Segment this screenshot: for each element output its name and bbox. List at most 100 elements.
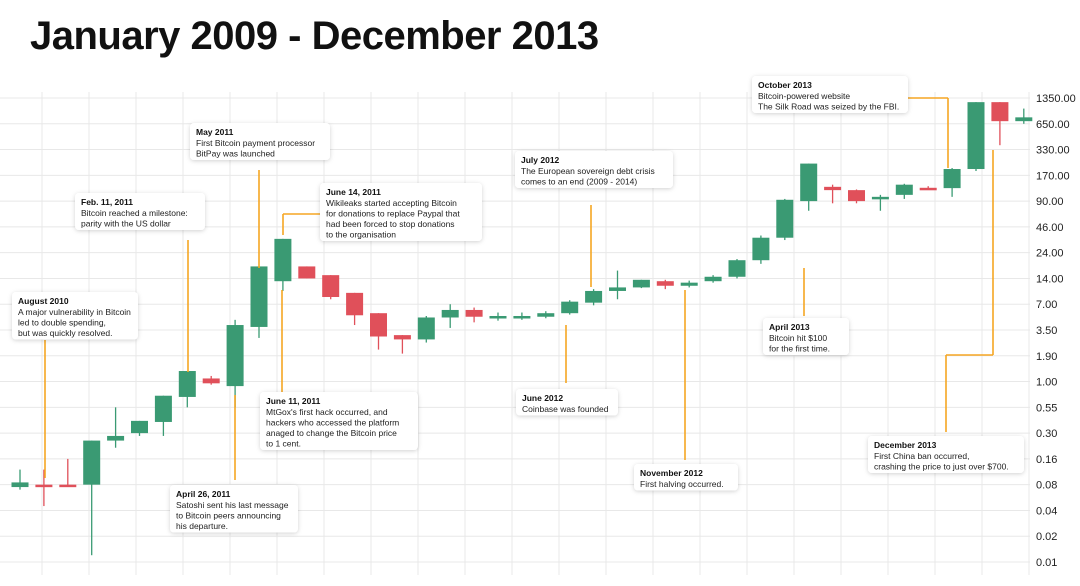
candle-body [848,190,865,202]
annotation-text: Wikileaks started accepting Bitcoin [326,198,457,208]
candle-body [656,281,674,286]
annotation-text: comes to an end (2009 - 2014) [521,177,637,187]
annotation-text: Bitcoin-powered website [758,91,850,101]
annotation-title: October 2013 [758,80,812,90]
candle-up [83,440,101,556]
candle-body [800,163,818,202]
annotation-text: Bitcoin hit $100 [769,333,827,343]
candle-down [393,335,411,354]
y-tick-label: 24.00 [1036,248,1064,260]
candle-body [967,102,985,170]
y-tick-label: 0.04 [1036,505,1057,517]
annotation-text: parity with the US dollar [81,219,171,229]
annotation-text: for the first time. [769,344,830,354]
annotation-box [12,292,138,340]
annotation-text: but was quickly resolved. [18,328,113,338]
candle-up [728,259,746,279]
candle-up [250,266,268,338]
y-tick-label: 7.00 [1036,299,1057,311]
candle-body [513,315,531,319]
candle-body [202,378,220,384]
candle-body [11,482,29,488]
annotation-title: April 2013 [769,322,810,332]
candle-down [824,184,842,204]
candle-body [561,301,579,314]
annotation-box [190,123,330,160]
annotation-text: A major vulnerability in Bitcoin [18,307,131,317]
candle-body [417,317,435,340]
y-axis: 1350.00 650.00 330.00 170.00 90.00 46.00 24.00… [1036,93,1076,569]
candle-body [752,237,770,261]
candle-body [250,266,268,327]
candle-up [489,312,507,321]
candle-up [11,469,29,490]
y-tick-label: 1.00 [1036,377,1057,389]
y-tick-label: 0.02 [1036,531,1057,543]
candle-body [441,309,459,318]
annotation-text: for donations to replace Paypal that [326,209,460,219]
candle-body [704,276,722,282]
y-tick-label: 90.00 [1036,196,1064,208]
candle-down [59,458,77,488]
candle-body [728,260,746,277]
y-tick-label: 46.00 [1036,222,1064,234]
candle-up [585,289,603,306]
candle-body [154,395,172,422]
y-tick-label: 0.30 [1036,428,1057,440]
candle-up [800,163,818,211]
candle-body [178,371,196,397]
candle-up [943,168,961,197]
candle-body [131,420,148,434]
y-tick-label: 3.50 [1036,325,1057,337]
candle-up [895,183,913,199]
annotation-title: Feb. 11, 2011 [81,197,133,207]
candle-up [1015,108,1033,124]
candle-body [680,282,698,286]
candle-down [848,189,865,204]
annotation-box [763,318,849,355]
candle-body [537,313,555,317]
annotation-box [170,485,298,533]
y-tick-label: 0.16 [1036,454,1057,466]
candle-up [131,420,148,436]
annotation-title: June 11, 2011 [266,396,321,406]
candle-body [322,275,340,298]
candle-down [370,313,387,350]
candle-body [632,279,650,288]
y-tick-label: 650.00 [1036,119,1070,131]
y-tick-label: 0.08 [1036,480,1057,492]
annotation-title: June 2012 [522,393,563,403]
candle-up [537,311,555,319]
candle-body [824,186,842,191]
candle-body [370,313,387,337]
annotation-text: Coinbase was founded [522,404,609,414]
annotation-text: The Silk Road was seized by the FBI. [758,102,899,112]
annotation-text: First China ban occurred, [874,451,969,461]
annotation-text: crashing the price to just over $700. [874,462,1009,472]
candle-up [513,312,531,320]
annotation-box [634,464,738,491]
annotation-title: November 2012 [640,468,703,478]
candle-down [991,102,1009,146]
annotation-text: to the organisation [326,230,396,240]
annotation-box [260,392,418,450]
annotation-text: Satoshi sent his last message [176,500,289,510]
candle-up [967,102,985,172]
candle-up [776,198,794,241]
annotation-box [516,389,618,416]
candle-up [704,275,722,283]
annotation-title: July 2012 [521,155,560,165]
annotation-title: May 2011 [196,127,234,137]
candle-down [919,186,937,191]
annotation-text: his departure. [176,521,228,531]
candle-body [298,266,316,279]
candle-down [465,307,483,323]
